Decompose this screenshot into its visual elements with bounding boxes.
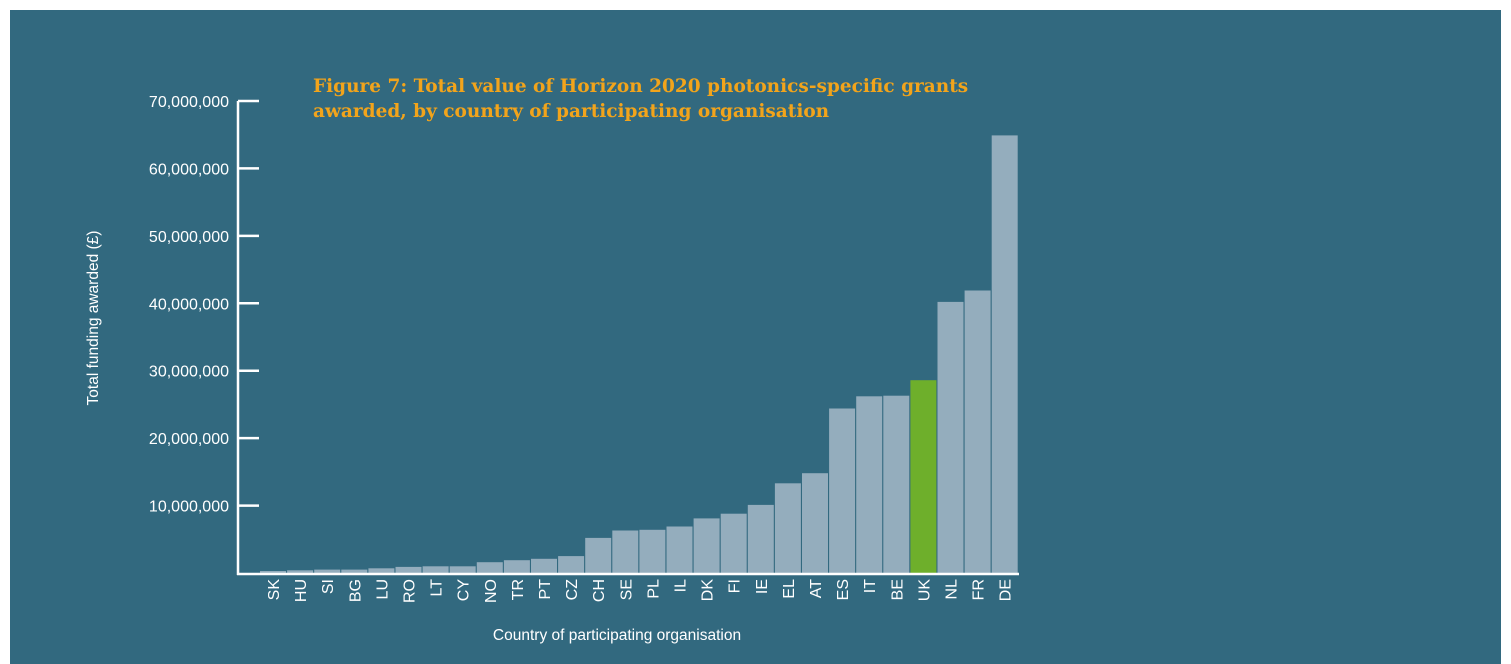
x-tick-label-fi: FI [727,579,744,593]
bar-il [666,526,693,573]
y-tick-label: 50,000,000 [149,229,229,246]
x-tick-label-no: NO [483,579,500,603]
x-tick-label-si: SI [320,579,337,594]
bar-ro [395,566,422,573]
bar-at [802,473,828,573]
y-tick-label: 20,000,000 [149,431,229,448]
bar-de [991,135,1018,573]
y-tick-label: 30,000,000 [149,364,229,381]
x-tick-label-dk: DK [700,579,717,602]
x-tick-label-lt: LT [429,579,446,597]
bar-nl [937,301,964,573]
bar-lt [422,566,449,573]
y-tick-label: 70,000,000 [149,94,229,111]
x-tick-label-se: SE [618,579,635,600]
bar-fr [964,290,991,573]
bar-no [476,562,503,573]
bar-lu [368,568,395,573]
bar-tr [503,560,530,573]
x-tick-label-hu: HU [293,579,310,602]
x-tick-label-be: BE [889,579,906,600]
bar-sk [260,571,286,573]
x-tick-label-nl: NL [944,579,961,600]
x-tick-label-pt: PT [537,579,554,600]
x-tick-label-uk: UK [916,579,933,602]
bar-it [856,396,883,573]
x-tick-label-ch: CH [591,579,608,602]
bar-cz [558,556,585,573]
x-tick-label-bg: BG [347,579,364,602]
bar-es [829,408,856,573]
bar-si [314,569,341,573]
x-tick-label-el: EL [781,579,798,599]
y-tick-label: 10,000,000 [149,499,229,516]
bar-ch [585,537,612,573]
x-tick-label-cy: CY [456,579,473,602]
bar-cy [449,566,476,573]
x-tick-label-de: DE [998,579,1015,601]
x-axis-label: Country of participating organisation [492,627,742,644]
x-tick-label-fr: FR [971,579,988,600]
y-tick-label: 40,000,000 [149,296,229,313]
x-tick-label-lu: LU [374,579,391,599]
x-tick-label-cz: CZ [564,579,581,601]
bar-pl [639,529,666,573]
x-tick-label-pl: PL [645,579,662,599]
bar-el [774,483,801,573]
bar-pt [531,558,557,573]
bar-be [883,395,910,573]
x-tick-label-tr: TR [510,579,527,600]
x-tick-label-ie: IE [754,579,771,594]
x-tick-label-es: ES [835,579,852,600]
x-tick-label-ro: RO [402,579,419,603]
x-tick-label-it: IT [862,579,879,593]
y-tick-label: 60,000,000 [149,161,229,178]
bar-fi [720,513,747,573]
bar-bg [341,569,368,573]
x-tick-label-il: IL [673,579,690,592]
chart-title: Figure 7: Total value of Horizon 2020 ph… [313,76,969,122]
x-tick-label-at: AT [808,579,825,598]
bar-uk [910,380,937,573]
bar-dk [693,518,720,573]
bar-se [612,530,639,573]
x-tick-label-sk: SK [266,579,283,601]
bar-hu [287,570,314,573]
bar-ie [747,504,774,573]
